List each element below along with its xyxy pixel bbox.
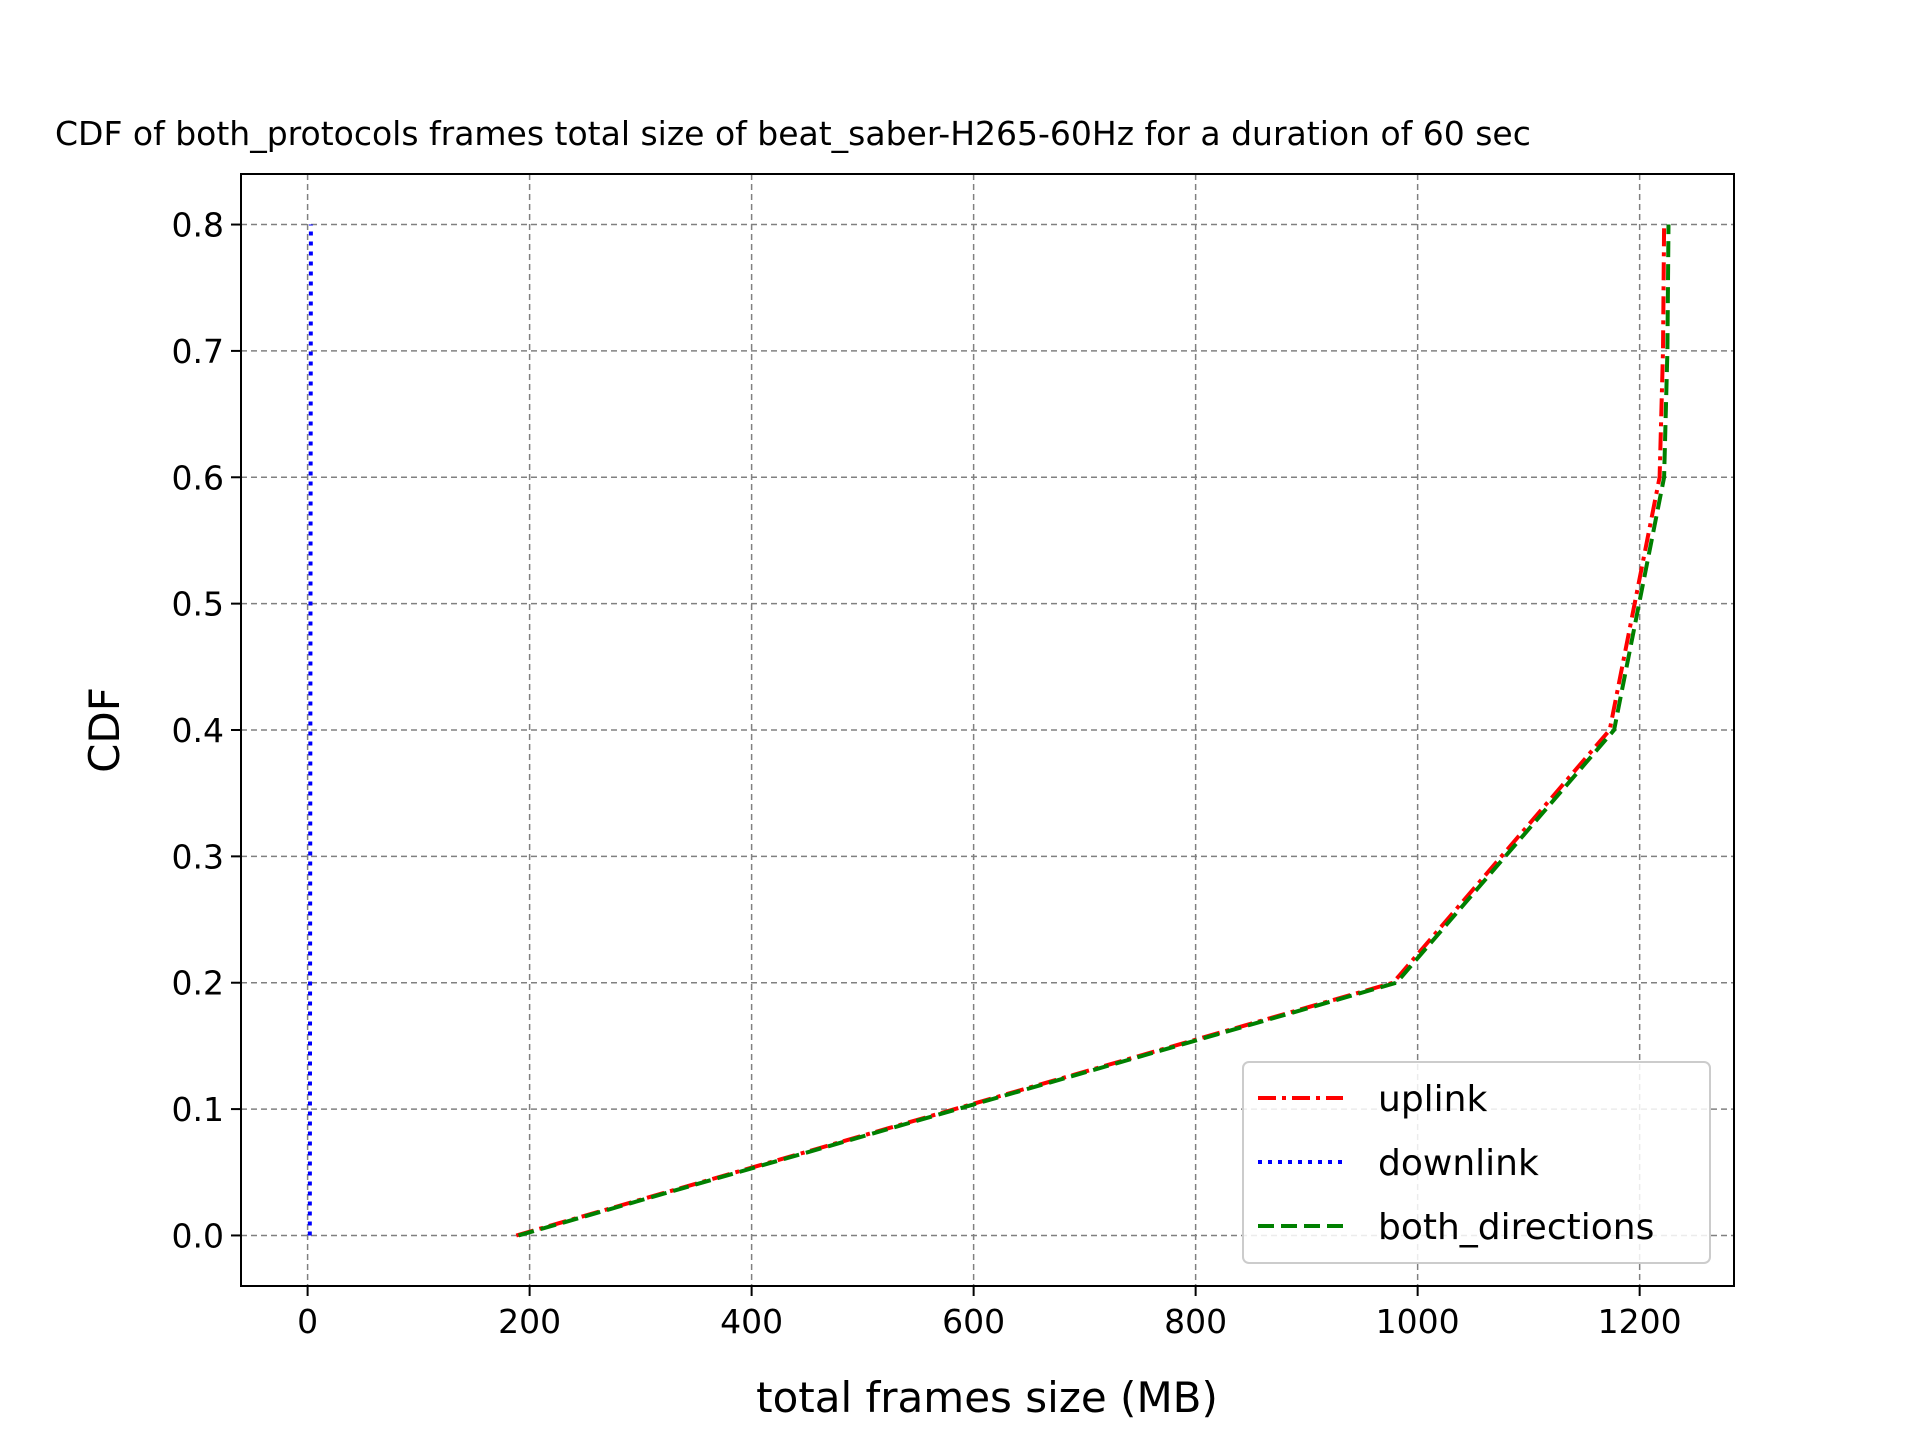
y-tick-label: 0.2 bbox=[172, 964, 224, 1003]
series-line-downlink bbox=[307, 224, 313, 1236]
legend-box bbox=[1242, 1061, 1711, 1264]
series-line-uplink bbox=[515, 224, 1667, 1238]
legend: uplink downlink both_directions bbox=[1242, 1061, 1711, 1264]
y-tick-label: 0.1 bbox=[172, 1090, 224, 1129]
y-tick-label: 0.8 bbox=[172, 206, 224, 245]
series-layer bbox=[307, 224, 1671, 1238]
y-tick-label: 0.5 bbox=[172, 585, 224, 624]
chart-title: CDF of both_protocols frames total size … bbox=[55, 114, 1531, 153]
legend-label-both-directions: both_directions bbox=[1378, 1207, 1654, 1248]
y-tick-label: 0.7 bbox=[172, 332, 224, 371]
x-tick-label: 1000 bbox=[1376, 1302, 1460, 1341]
y-tick-label: 0.4 bbox=[172, 711, 224, 750]
series-line-both-directions bbox=[517, 224, 1671, 1238]
x-tick-label: 0 bbox=[297, 1302, 318, 1341]
x-tick-label: 800 bbox=[1164, 1302, 1227, 1341]
y-tick-label: 0.3 bbox=[172, 837, 224, 876]
y-tick-label: 0.0 bbox=[172, 1216, 224, 1255]
legend-label-uplink: uplink bbox=[1378, 1079, 1487, 1120]
x-axis-title: total frames size (MB) bbox=[756, 1373, 1218, 1422]
y-axis-title: CDF bbox=[80, 687, 129, 773]
legend-label-downlink: downlink bbox=[1378, 1143, 1539, 1184]
y-axis-ticks: 0.0 0.1 0.2 0.3 0.4 0.5 0.6 0.7 0.8 bbox=[172, 206, 241, 1255]
x-tick-label: 200 bbox=[498, 1302, 561, 1341]
x-axis-ticks: 0 200 400 600 800 1000 1200 bbox=[297, 1286, 1682, 1341]
x-tick-label: 600 bbox=[942, 1302, 1005, 1341]
x-tick-label: 400 bbox=[720, 1302, 783, 1341]
x-tick-label: 1200 bbox=[1598, 1302, 1682, 1341]
y-tick-label: 0.6 bbox=[172, 458, 224, 497]
